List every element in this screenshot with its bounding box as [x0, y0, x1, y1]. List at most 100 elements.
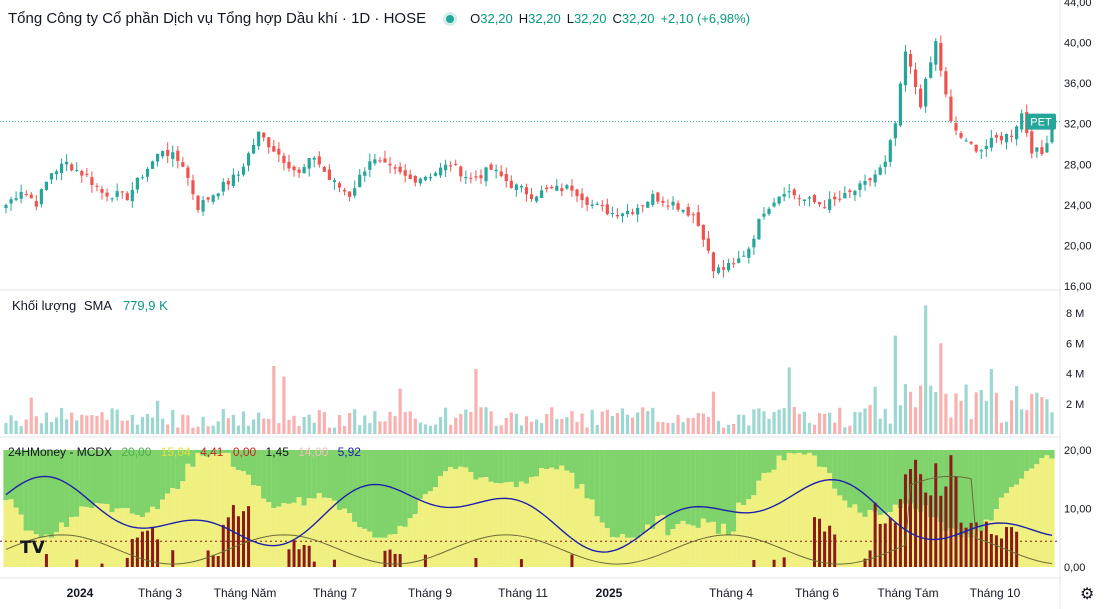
- mcdx-green-bar: [1014, 450, 1020, 485]
- candle-body: [848, 190, 852, 193]
- candle-body: [65, 161, 69, 165]
- volume-bar: [823, 413, 827, 434]
- mcdx-green-bar: [341, 450, 348, 509]
- mcdx-green-bar: [650, 450, 656, 529]
- mcdx-yellow-bar: [8, 499, 14, 567]
- candle-body: [176, 150, 180, 161]
- volume-bar: [797, 413, 801, 434]
- volume-bar: [944, 393, 948, 434]
- volume-bar: [80, 414, 84, 434]
- volume-bar: [620, 408, 625, 434]
- volume-bar: [939, 343, 943, 434]
- volume-axis: 8 M 6 M 4 M 2 M: [1066, 308, 1084, 411]
- volume-tick-label: 6 M: [1066, 338, 1084, 350]
- candle-body: [145, 168, 150, 177]
- mcdx-green-bar: [761, 450, 767, 474]
- mcdx-red-bar: [211, 555, 215, 567]
- candle-body: [348, 191, 352, 197]
- candle-body: [838, 198, 842, 200]
- gear-icon[interactable]: ⚙: [1080, 586, 1095, 603]
- volume-bar: [969, 419, 973, 434]
- candle-body: [671, 201, 675, 206]
- candle-body: [555, 185, 559, 191]
- mcdx-yellow-bar: [751, 495, 757, 567]
- mcdx-yellow-bar: [488, 481, 494, 567]
- mcdx-yellow-bar: [13, 507, 19, 567]
- mcdx-yellow-bar: [104, 503, 110, 567]
- volume-bar: [474, 368, 478, 434]
- candle-body: [277, 148, 281, 155]
- candle-body: [363, 171, 367, 176]
- volume-bar: [241, 411, 246, 434]
- mcdx-green-bar: [387, 450, 393, 535]
- mcdx-red-bar: [878, 523, 882, 567]
- mcdx-green-bar: [559, 450, 565, 466]
- candle-body: [211, 195, 215, 202]
- indicator-legend[interactable]: 24HMoney - MCDX 20,00 15,04 4,41 0,00 1,…: [8, 445, 367, 459]
- candle-body: [590, 204, 594, 206]
- mcdx-red-bar: [949, 455, 953, 567]
- candle-body: [817, 202, 822, 205]
- candle-body: [1030, 131, 1034, 154]
- mcdx-green-bar: [645, 450, 651, 525]
- mcdx-yellow-bar: [256, 485, 262, 567]
- mcdx-red-bar: [974, 522, 978, 567]
- volume-bar: [681, 422, 685, 434]
- mcdx-red-bar: [292, 540, 296, 567]
- volume-bar: [843, 427, 847, 434]
- volume-bar: [721, 427, 726, 434]
- candle-body: [19, 191, 23, 199]
- symbol-title[interactable]: Tổng Công ty Cổ phần Dịch vụ Tổng hợp Dầ…: [8, 10, 427, 27]
- volume-bar: [772, 412, 776, 434]
- volume-bar: [29, 397, 33, 434]
- volume-bar: [812, 424, 817, 434]
- candle-body: [418, 178, 422, 184]
- volume-bar: [706, 416, 710, 434]
- mcdx-red-bar: [994, 535, 998, 567]
- candle-body: [782, 193, 786, 197]
- mcdx-green-bar: [84, 450, 90, 507]
- volume-bar: [186, 415, 190, 434]
- mcdx-green-bar: [463, 450, 469, 468]
- volume-bar: [130, 414, 134, 434]
- volume-bar: [373, 411, 377, 434]
- candle-body: [59, 163, 64, 173]
- mcdx-yellow-bar: [801, 454, 807, 567]
- volume-bar: [297, 426, 301, 434]
- mcdx-yellow-bar: [609, 536, 615, 567]
- volume-bar: [560, 418, 564, 434]
- candle-body: [752, 238, 756, 248]
- volume-bar: [211, 425, 215, 434]
- candle-body: [737, 258, 741, 263]
- candle-body: [575, 189, 579, 197]
- mcdx-green-bar: [38, 450, 44, 538]
- volume-bar: [216, 421, 220, 434]
- volume-legend[interactable]: Khối lượng SMA 779,9 K: [12, 298, 168, 313]
- indicator-name: 24HMoney - MCDX: [8, 445, 113, 459]
- mcdx-yellow-bar: [175, 489, 181, 567]
- volume-bar: [903, 384, 908, 434]
- tradingview-logo-icon[interactable]: TV: [20, 538, 45, 558]
- volume-bar: [378, 421, 382, 434]
- candle-body: [656, 192, 660, 202]
- mcdx-red-bar: [833, 534, 837, 567]
- mcdx-yellow-bar: [1044, 455, 1050, 567]
- mcdx-green-bar: [448, 450, 454, 467]
- volume-bar: [565, 417, 569, 434]
- mcdx-red-bar: [383, 550, 387, 567]
- mcdx-yellow-bar: [89, 508, 95, 567]
- volume-bar: [105, 419, 109, 434]
- mcdx-yellow-bar: [215, 454, 221, 567]
- candle-body: [29, 194, 33, 199]
- volume-bar: [246, 425, 251, 434]
- mcdx-red-bar: [909, 469, 913, 567]
- mcdx-red-bar: [393, 553, 397, 567]
- volume-bar: [534, 419, 539, 434]
- candle-body: [231, 174, 235, 186]
- mcdx-green-bar: [48, 450, 55, 538]
- mcdx-green-bar: [715, 450, 722, 534]
- mcdx-green-bar: [69, 450, 75, 518]
- candle-body: [95, 186, 99, 188]
- mcdx-green-bar: [43, 450, 50, 535]
